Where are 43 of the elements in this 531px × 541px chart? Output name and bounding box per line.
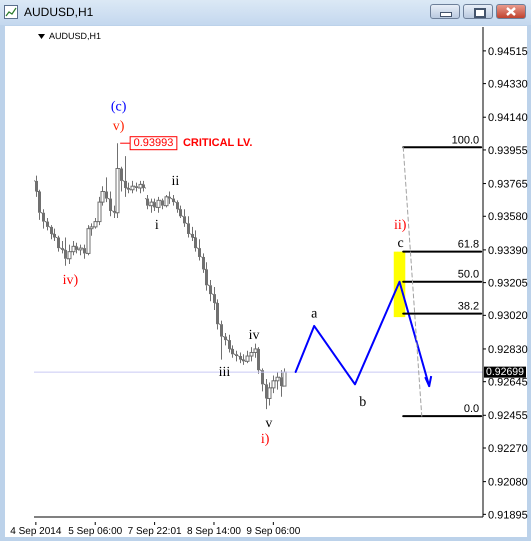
annotation: iv) [62,272,79,288]
y-tick-label: 0.93205 [488,278,528,290]
series-label: 100.0 [452,134,480,146]
annotation: 0.93993 [134,137,174,150]
y-tick-label: 0.94330 [488,78,528,91]
annotation: c [397,236,404,250]
x-tick-label: 4 Sep 2014 [10,526,62,537]
series-label: 50.0 [458,268,480,281]
annotation: iii [218,364,230,380]
annotation: i [154,218,159,232]
y-tick-label: 0.92830 [488,344,528,356]
annotation: ii [172,174,180,188]
series-label: 38.2 [458,300,480,313]
y-tick-label: 0.91895 [488,509,528,522]
ref-line-label: 0.92699 [486,366,524,378]
annotation: b [359,394,366,410]
y-tick-label: 0.93020 [488,310,528,322]
x-tick-label: 5 Sep 06:00 [68,526,123,537]
x-tick-label: 9 Sep 06:00 [246,526,301,537]
x-tick-label: 7 Sep 22:01 [128,526,182,537]
annotation: ii) [394,218,407,232]
y-tick-label: 0.92270 [488,442,528,455]
y-tick-label: 0.93765 [488,178,528,190]
chart-title: AUDUSD,H1 [24,5,94,19]
y-tick-label: 0.92645 [488,376,528,389]
y-tick-label: 0.93955 [488,144,528,157]
legend-label: 0.0 [464,403,480,416]
annotation: i) [260,432,270,446]
y-tick-label: 0.92455 [488,410,528,422]
y-tick-label: 0.94515 [488,46,528,58]
annotation: CRITICAL LV. [182,137,252,150]
annotation: iv [248,328,260,342]
y-tick-label: 0.94140 [488,112,528,124]
annotation: v [265,416,272,430]
legend-label: 61.8 [458,238,480,251]
annotation: a [311,306,318,322]
y-tick-label: 0.93390 [488,244,528,257]
annotation: (c) [110,99,127,114]
x-tick-label: 8 Sep 14:00 [187,526,242,537]
y-tick-label: 0.92080 [488,476,528,489]
chart-subtitle: AUDUSD,H1 [49,31,102,41]
annotation: v) [112,118,125,134]
y-tick-label: 0.93580 [488,211,528,224]
